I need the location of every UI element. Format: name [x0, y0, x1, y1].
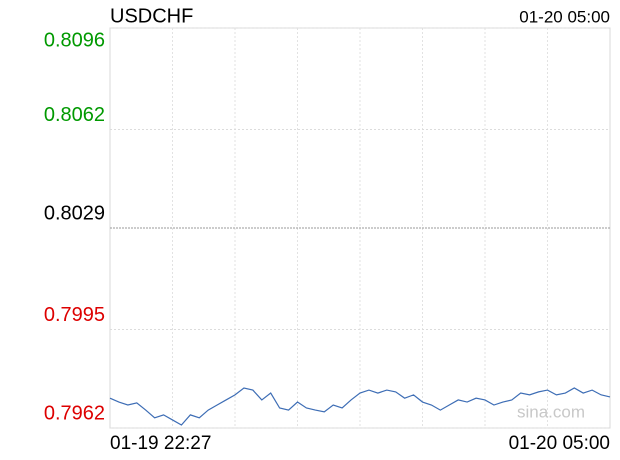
y-tick-label: 0.8062 — [44, 104, 105, 126]
y-tick-label: 0.7962 — [44, 402, 105, 424]
chart-title: USDCHF — [110, 5, 193, 27]
x-start-label: 01-19 22:27 — [110, 433, 211, 454]
price-line — [109, 387, 611, 426]
x-end-label: 01-20 05:00 — [509, 433, 610, 454]
y-tick-label: 0.8029 — [44, 202, 105, 224]
y-tick-label: 0.7995 — [44, 304, 105, 326]
timestamp: 01-20 05:00 — [519, 7, 610, 26]
watermark: sina.com — [517, 402, 585, 421]
y-tick-label: 0.8096 — [44, 29, 105, 51]
